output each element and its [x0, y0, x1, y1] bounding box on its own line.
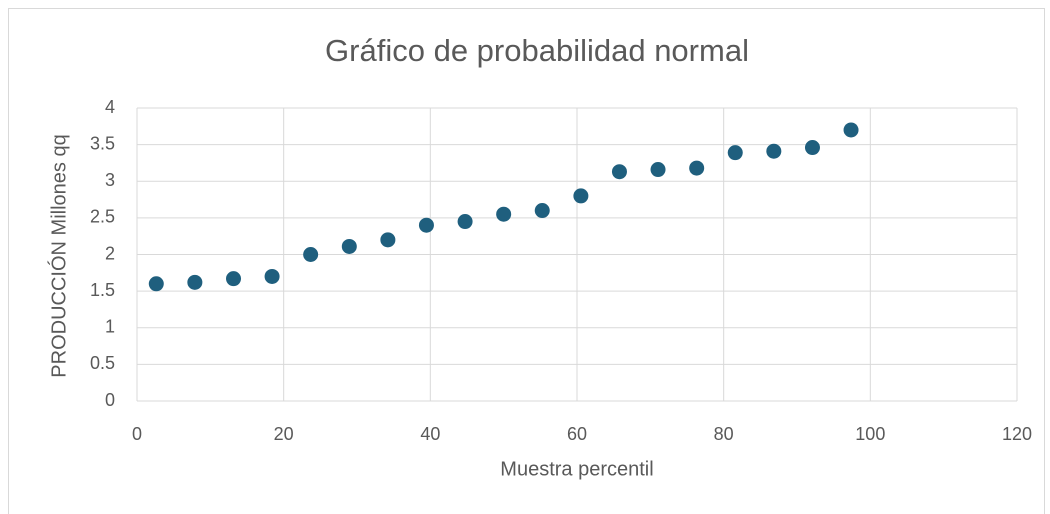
x-tick-label: 40: [420, 424, 440, 444]
point: [611, 164, 627, 180]
point: [226, 271, 242, 287]
y-axis-label: PRODUCCIÓN Millones qq: [47, 134, 70, 377]
point: [187, 274, 203, 290]
x-tick-label: 120: [1002, 424, 1032, 444]
y-tick-label: 3.5: [90, 133, 115, 153]
chart-title: Gráfico de probabilidad normal: [325, 33, 749, 68]
point: [418, 217, 434, 233]
x-axis-label: Muestra percentil: [500, 458, 653, 480]
y-tick-label: 3: [105, 170, 115, 190]
point: [148, 276, 164, 292]
point: [496, 206, 512, 222]
point: [689, 160, 705, 176]
point: [380, 232, 396, 248]
x-tick-label: 60: [567, 424, 587, 444]
point: [843, 122, 859, 138]
point: [303, 247, 319, 262]
chart-frame: [8, 8, 1045, 514]
point: [341, 238, 357, 254]
point: [766, 143, 782, 159]
point: [573, 188, 589, 204]
y-tick-label: 4: [105, 97, 115, 117]
y-tick-label: 2.5: [90, 207, 115, 227]
point: [264, 268, 280, 284]
point: [727, 145, 743, 161]
y-tick-label: 0.5: [90, 353, 115, 373]
y-tick-label: 2: [105, 243, 115, 263]
point: [457, 214, 473, 230]
y-tick-label: 0: [105, 390, 115, 410]
point: [534, 203, 550, 219]
x-tick-label: 0: [132, 424, 142, 444]
x-tick-label: 80: [714, 424, 734, 444]
y-tick-label: 1.5: [90, 280, 115, 300]
point: [650, 162, 666, 178]
point: [804, 140, 820, 156]
y-tick-label: 1: [105, 317, 115, 337]
x-tick-label: 20: [274, 424, 294, 444]
x-tick-label: 100: [855, 424, 885, 444]
